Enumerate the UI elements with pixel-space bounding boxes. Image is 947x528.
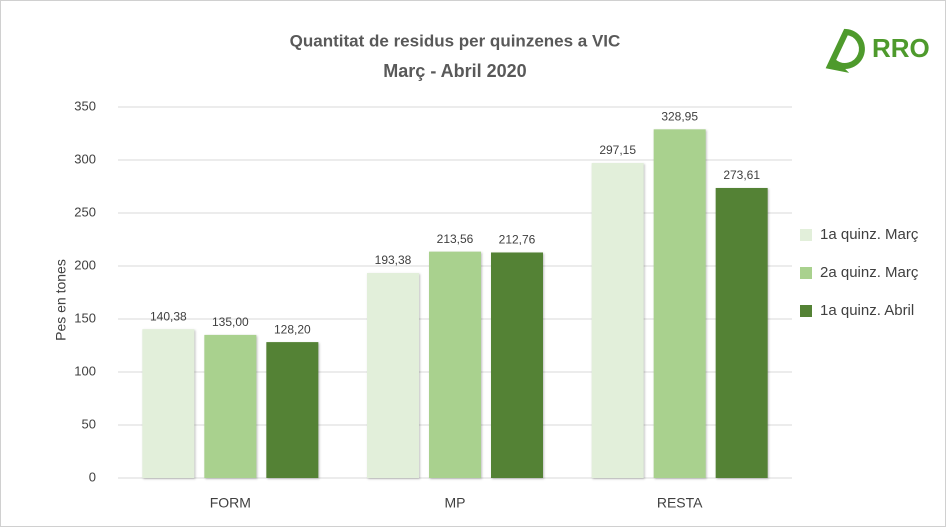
value-label: 213,56 (437, 232, 474, 246)
x-tick-label: RESTA (657, 495, 703, 511)
bar (367, 273, 419, 478)
legend-label: 2a quinz. Març (820, 264, 919, 281)
y-tick-label: 350 (74, 98, 96, 113)
bar (204, 334, 257, 478)
legend-label: 1a quinz. Abril (820, 302, 914, 319)
value-label: 193,38 (375, 253, 412, 267)
bar (266, 342, 319, 478)
y-tick-label: 50 (82, 416, 96, 431)
logo-text: RRO (872, 33, 930, 63)
value-label: 140,38 (150, 309, 187, 323)
y-tick-label: 150 (74, 310, 96, 325)
bar (715, 187, 768, 479)
legend-swatch (800, 229, 812, 241)
chart-subtitle: Març - Abril 2020 (383, 61, 526, 81)
x-tick-label: FORM (210, 495, 251, 511)
x-tick-label: MP (445, 495, 466, 511)
bar (491, 252, 543, 478)
y-tick-label: 250 (74, 204, 96, 219)
chart-title: Quantitat de residus per quinzenes a VIC (290, 31, 621, 50)
value-label: 297,15 (599, 143, 636, 157)
value-label: 328,95 (661, 109, 698, 123)
bar (653, 129, 706, 479)
y-tick-label: 100 (74, 363, 96, 378)
y-tick-label: 300 (74, 151, 96, 166)
y-tick-label: 200 (74, 257, 96, 272)
logo-mark (825, 28, 865, 73)
bar (591, 163, 644, 478)
bar (142, 329, 195, 478)
value-label: 212,76 (499, 233, 536, 247)
value-label: 128,20 (274, 322, 311, 336)
bar (429, 251, 481, 478)
value-label: 273,61 (723, 168, 760, 182)
y-axis-label: Pes en tones (53, 259, 69, 341)
value-label: 135,00 (212, 315, 249, 329)
legend-swatch (800, 305, 812, 317)
y-tick-label: 0 (89, 469, 96, 484)
legend-swatch (800, 267, 812, 279)
legend-label: 1a quinz. Març (820, 226, 919, 243)
